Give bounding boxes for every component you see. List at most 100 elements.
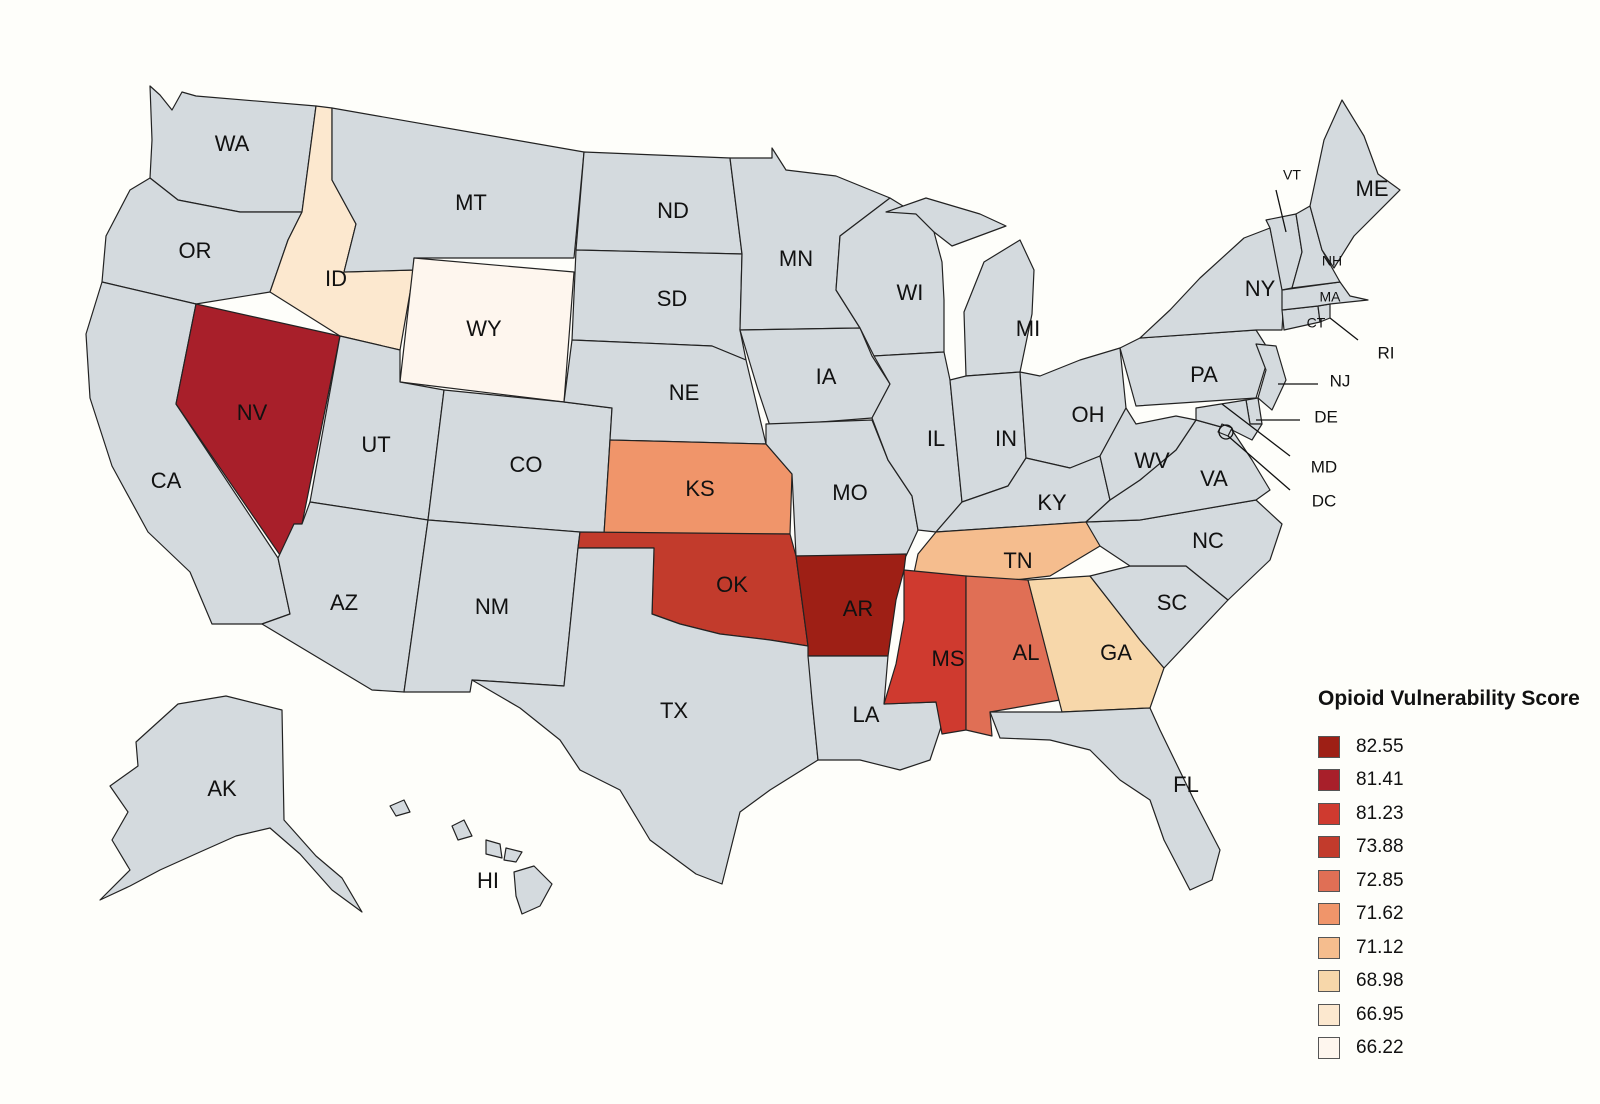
- label-de: DE: [1314, 407, 1338, 426]
- label-sd: SD: [657, 286, 688, 311]
- legend-value: 71.62: [1356, 903, 1404, 925]
- label-ms: MS: [932, 646, 965, 671]
- label-oh: OH: [1072, 402, 1105, 427]
- label-ca: CA: [151, 468, 182, 493]
- legend-value: 66.22: [1356, 1037, 1404, 1059]
- state-fl[interactable]: [989, 707, 1221, 891]
- label-ar: AR: [843, 596, 874, 621]
- label-me: ME: [1356, 176, 1389, 201]
- label-md: MD: [1311, 457, 1337, 476]
- legend-swatch: [1318, 903, 1340, 926]
- label-nm: NM: [475, 594, 509, 619]
- legend-entry: 66.22: [1318, 1032, 1588, 1066]
- legend-swatch: [1318, 1037, 1340, 1060]
- label-in: IN: [995, 426, 1017, 451]
- label-ks: KS: [685, 476, 714, 501]
- label-ny: NY: [1245, 276, 1276, 301]
- label-nv: NV: [237, 400, 268, 425]
- state-nj[interactable]: [1255, 343, 1287, 411]
- label-dc: DC: [1312, 491, 1337, 510]
- label-mi: MI: [1016, 316, 1040, 341]
- label-ma: MA: [1320, 289, 1342, 305]
- legend-value: 73.88: [1356, 836, 1404, 858]
- state-ma[interactable]: [1281, 281, 1369, 311]
- label-il: IL: [927, 426, 945, 451]
- legend-entries: 82.55 81.41 81.23 73.88 72.85 71.62 71.12 68.98…: [1318, 730, 1588, 1065]
- label-ok: OK: [716, 572, 748, 597]
- label-fl: FL: [1173, 772, 1199, 797]
- label-nh: NH: [1322, 253, 1342, 269]
- label-wv: WV: [1134, 448, 1170, 473]
- label-ga: GA: [1100, 640, 1132, 665]
- legend-entry: 82.55: [1318, 730, 1588, 764]
- label-vt: VT: [1283, 167, 1301, 183]
- legend-swatch: [1318, 735, 1340, 758]
- label-or: OR: [179, 238, 212, 263]
- label-nd: ND: [657, 198, 689, 223]
- label-az: AZ: [330, 590, 358, 615]
- label-wy: WY: [466, 316, 502, 341]
- label-pa: PA: [1190, 362, 1218, 387]
- legend-entry: 66.95: [1318, 998, 1588, 1032]
- legend-swatch: [1318, 869, 1340, 892]
- label-ri: RI: [1378, 343, 1395, 362]
- state-wi[interactable]: [835, 197, 945, 357]
- label-nc: NC: [1192, 528, 1224, 553]
- state-ar[interactable]: [795, 553, 907, 657]
- legend-value: 68.98: [1356, 970, 1404, 992]
- state-tx[interactable]: [471, 547, 819, 885]
- legend-title: Opioid Vulnerability Score: [1318, 687, 1580, 710]
- legend-value: 66.95: [1356, 1003, 1404, 1025]
- legend-entry: 81.41: [1318, 764, 1588, 798]
- legend-value: 72.85: [1356, 869, 1404, 891]
- legend-value: 82.55: [1356, 735, 1404, 757]
- legend-value: 81.41: [1356, 769, 1404, 791]
- legend-entry: 71.12: [1318, 931, 1588, 965]
- legend-value: 81.23: [1356, 802, 1404, 824]
- legend-entry: 68.98: [1318, 965, 1588, 999]
- label-tx: TX: [660, 698, 688, 723]
- legend-swatch: [1318, 970, 1340, 993]
- legend-swatch: [1318, 1003, 1340, 1026]
- legend-swatch: [1318, 836, 1340, 859]
- label-ia: IA: [816, 364, 837, 389]
- label-mn: MN: [779, 246, 813, 271]
- label-mt: MT: [455, 190, 487, 215]
- legend-entry: 72.85: [1318, 864, 1588, 898]
- label-ut: UT: [361, 432, 390, 457]
- label-va: VA: [1200, 466, 1228, 491]
- label-ne: NE: [669, 380, 700, 405]
- label-la: LA: [853, 702, 880, 727]
- state-ak[interactable]: [99, 695, 363, 913]
- state-la[interactable]: [807, 655, 943, 771]
- label-wa: WA: [215, 131, 250, 156]
- label-ak: AK: [207, 776, 237, 801]
- label-sc: SC: [1157, 590, 1188, 615]
- legend-swatch: [1318, 769, 1340, 792]
- state-mi[interactable]: [963, 239, 1035, 377]
- label-al: AL: [1013, 640, 1040, 665]
- label-tn: TN: [1003, 548, 1032, 573]
- state-hi[interactable]: [389, 799, 553, 915]
- label-ct: CT: [1307, 315, 1326, 331]
- legend-value: 71.12: [1356, 936, 1404, 958]
- label-mo: MO: [832, 480, 867, 505]
- label-co: CO: [510, 452, 543, 477]
- label-nj: NJ: [1330, 371, 1351, 390]
- leader-lines: [1218, 189, 1359, 491]
- legend: Opioid Vulnerability Score 82.55 81.41 81.…: [1318, 686, 1588, 1065]
- state-mi-upper[interactable]: [885, 197, 1007, 247]
- label-wi: WI: [897, 280, 924, 305]
- label-hi: HI: [477, 868, 499, 893]
- legend-entry: 73.88: [1318, 831, 1588, 865]
- legend-entry: 71.62: [1318, 898, 1588, 932]
- state-il[interactable]: [871, 351, 963, 533]
- state-md[interactable]: [1195, 399, 1263, 441]
- label-id: ID: [325, 266, 347, 291]
- state-me[interactable]: [1309, 99, 1401, 269]
- label-ky: KY: [1037, 490, 1067, 515]
- state-ks[interactable]: [603, 439, 793, 535]
- legend-entry: 81.23: [1318, 797, 1588, 831]
- legend-swatch: [1318, 802, 1340, 825]
